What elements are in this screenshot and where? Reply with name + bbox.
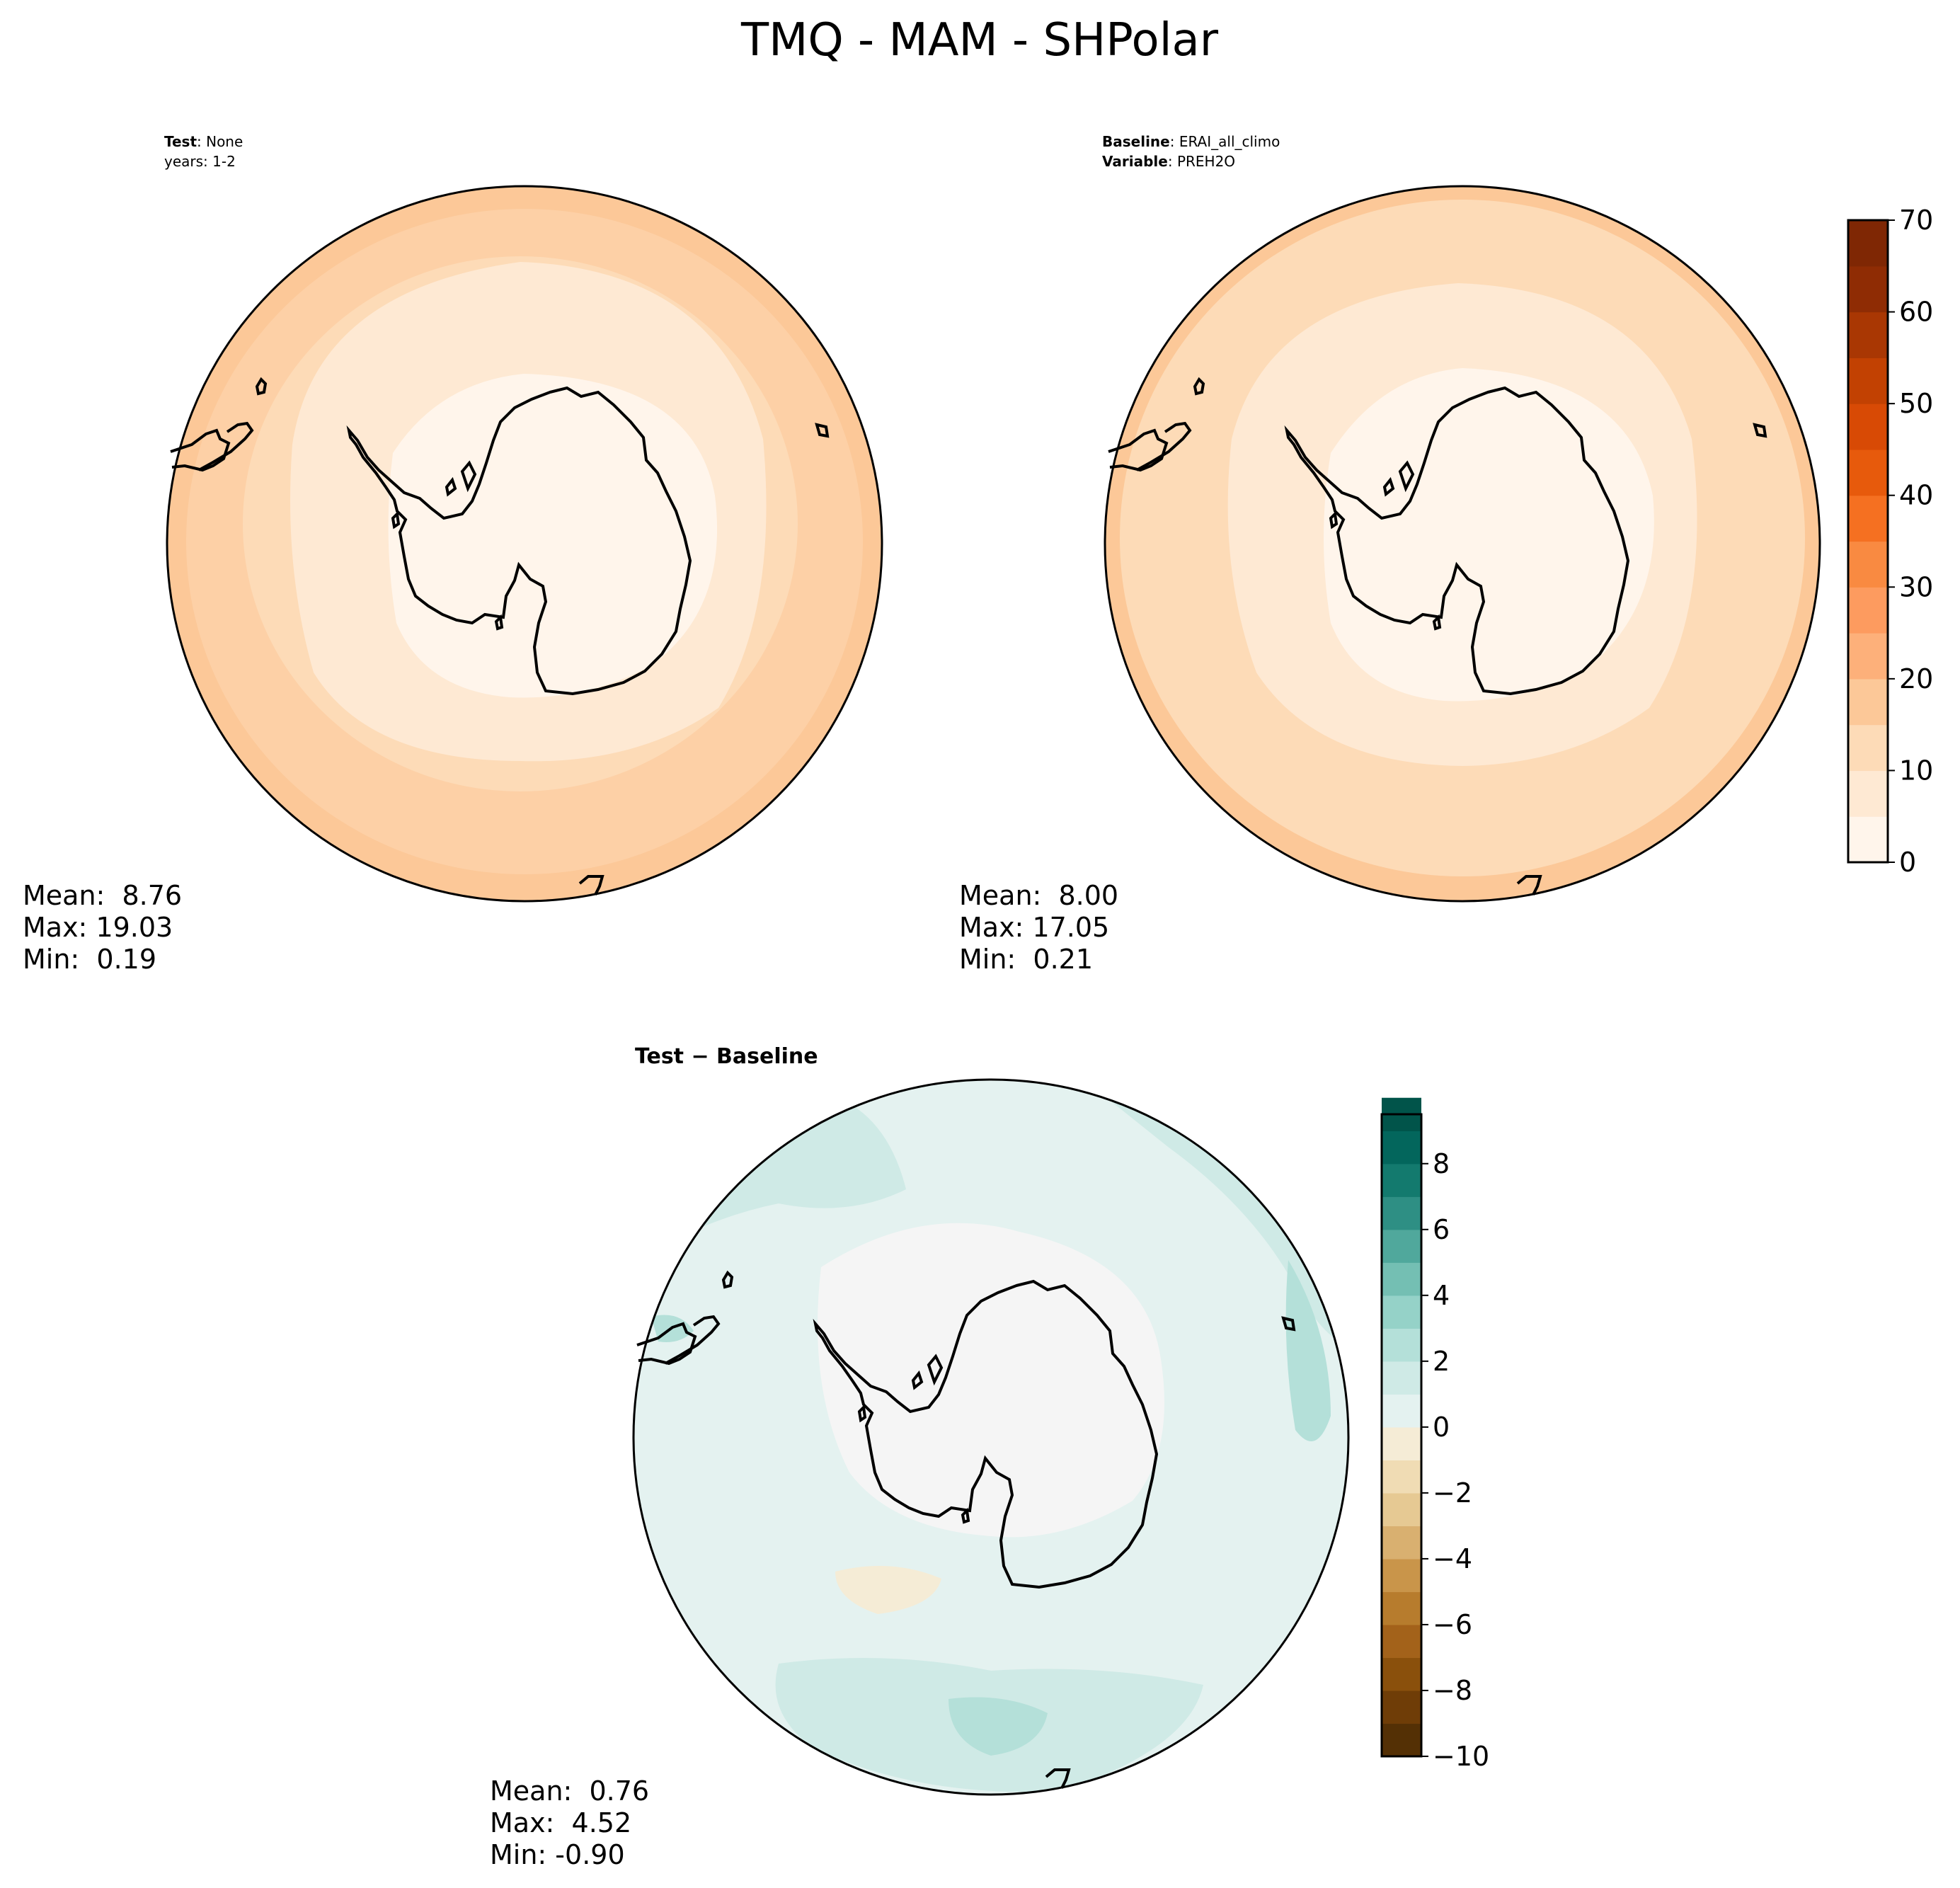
baseline-colorbar-segment — [1848, 587, 1888, 634]
baseline-stat-max: Max: 17.05 — [959, 912, 1109, 943]
baseline-panel: Baseline: ERAI_all_climo Variable: PREH2… — [959, 133, 1933, 975]
test-stat-min: Min: 0.19 — [23, 944, 156, 975]
baseline-colorbar-segment — [1848, 311, 1888, 358]
test-map-fill — [167, 186, 882, 901]
test-stat-max: Max: 19.03 — [23, 912, 173, 943]
difference-colorbar-tick-label: −4 — [1433, 1543, 1472, 1574]
difference-colorbar-segment — [1382, 1723, 1421, 1757]
test-coastline — [169, 378, 830, 896]
difference-colorbar-tick-label: −8 — [1433, 1675, 1472, 1706]
difference-colorbar-segment — [1382, 1295, 1421, 1329]
test-stat-mean: Mean: 8.76 — [23, 880, 182, 911]
difference-colorbar-tick-label: −2 — [1433, 1477, 1472, 1509]
figure-title: TMQ - MAM - SHPolar — [740, 14, 1219, 67]
difference-header: Test − Baseline — [635, 1044, 818, 1069]
baseline-map-fill — [1105, 186, 1820, 901]
baseline-colorbar-segment — [1848, 724, 1888, 772]
difference-colorbar-segment — [1382, 1394, 1421, 1428]
difference-colorbar-segment — [1382, 1262, 1421, 1296]
baseline-colorbar-tick-label: 60 — [1899, 297, 1933, 328]
baseline-colorbar-segment — [1848, 265, 1888, 313]
difference-colorbar-segment — [1382, 1163, 1421, 1197]
difference-colorbar-segment — [1382, 1558, 1421, 1593]
difference-colorbar-frame — [1380, 1113, 1423, 1758]
difference-colorbar-segment — [1382, 1690, 1421, 1724]
difference-stat-max: Max: 4.52 — [490, 1807, 631, 1838]
baseline-colorbar-tick-label: 0 — [1899, 847, 1916, 878]
difference-colorbar-tick-label: 2 — [1433, 1346, 1450, 1377]
baseline-colorbar-segment — [1848, 633, 1888, 680]
difference-colorbar-segment — [1382, 1460, 1421, 1494]
difference-colorbar-tick-label: −10 — [1433, 1741, 1489, 1772]
test-panel: Test: None years: 1-2 Mean: 8.76 Max: 19… — [23, 133, 883, 975]
difference-coastline — [636, 1271, 1296, 1789]
baseline-colorbar-segment — [1848, 770, 1888, 817]
baseline-colorbar-tick-label: 40 — [1899, 480, 1933, 511]
difference-colorbar-segment — [1382, 1492, 1421, 1527]
difference-colorbar-segment — [1382, 1526, 1421, 1560]
difference-colorbar: −10 −8 −6 −4 −2 0 2 4 6 8 — [1380, 1097, 1489, 1772]
baseline-colorbar-segment — [1848, 449, 1888, 496]
baseline-header-line-2: Variable: PREH2O — [1102, 153, 1235, 170]
difference-colorbar-tick-label: 6 — [1433, 1214, 1450, 1245]
difference-colorbar-segment — [1382, 1131, 1421, 1165]
difference-colorbar-segment — [1382, 1328, 1421, 1362]
difference-panel: Test − Baseline Mean: 0.76 Max: 4.52 Min… — [490, 1044, 1489, 1870]
baseline-colorbar-segment — [1848, 220, 1888, 267]
difference-colorbar-segment — [1382, 1229, 1421, 1263]
baseline-colorbar-tick-label: 70 — [1899, 205, 1933, 236]
baseline-colorbar-segment — [1848, 541, 1888, 588]
baseline-stat-mean: Mean: 8.00 — [959, 880, 1118, 911]
baseline-colorbar-segment — [1848, 678, 1888, 726]
baseline-header-line-1: Baseline: ERAI_all_climo — [1102, 133, 1280, 150]
difference-colorbar-segment — [1382, 1196, 1421, 1230]
baseline-colorbar-tick-label: 20 — [1899, 663, 1933, 694]
baseline-colorbar-segment — [1848, 404, 1888, 450]
test-map-border — [166, 185, 883, 903]
baseline-colorbar-segment — [1848, 816, 1888, 863]
difference-colorbar-tick-label: 4 — [1433, 1280, 1450, 1311]
test-header-line-1: Test: None — [164, 133, 243, 150]
baseline-colorbar-tick-label: 50 — [1899, 388, 1933, 419]
baseline-colorbar-tick-label: 30 — [1899, 571, 1933, 602]
difference-colorbar-tick-label: −6 — [1433, 1609, 1472, 1640]
difference-colorbar-tick-label: 0 — [1433, 1412, 1450, 1443]
difference-map-fill — [634, 1080, 1348, 1795]
difference-stat-min: Min: -0.90 — [490, 1839, 625, 1870]
baseline-colorbar-segment — [1848, 357, 1888, 404]
difference-map-border — [632, 1078, 1350, 1796]
difference-colorbar-segment — [1382, 1657, 1421, 1691]
baseline-colorbar-tick-label: 10 — [1899, 755, 1933, 786]
difference-colorbar-segment — [1382, 1624, 1421, 1659]
baseline-coastline — [1107, 378, 1767, 896]
difference-colorbar-tick-label: 8 — [1433, 1148, 1450, 1179]
difference-colorbar-segment — [1382, 1361, 1421, 1395]
test-header-line-2: years: 1-2 — [164, 153, 236, 170]
baseline-stat-min: Min: 0.21 — [959, 944, 1093, 975]
baseline-colorbar-segment — [1848, 495, 1888, 542]
baseline-colorbar: 0 10 20 30 40 50 60 70 — [1847, 205, 1933, 878]
baseline-colorbar-frame — [1847, 219, 1889, 864]
difference-stat-mean: Mean: 0.76 — [490, 1775, 649, 1807]
difference-colorbar-segment — [1382, 1591, 1421, 1625]
baseline-map-border — [1104, 185, 1821, 903]
difference-colorbar-segment — [1382, 1426, 1421, 1460]
